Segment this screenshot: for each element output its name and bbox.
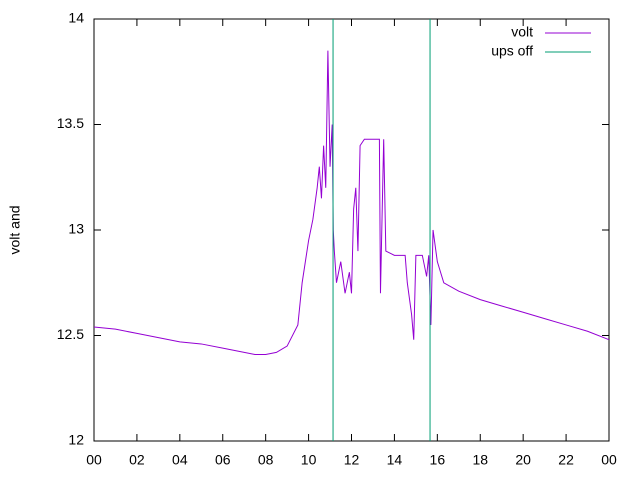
y-tick-label: 12.5 xyxy=(57,326,84,342)
x-tick-label: 14 xyxy=(387,452,403,468)
x-tick-label: 04 xyxy=(172,452,188,468)
x-tick-label: 08 xyxy=(258,452,274,468)
plot-frame xyxy=(93,18,610,442)
x-tick-label: 16 xyxy=(430,452,446,468)
x-tick-label: 20 xyxy=(515,452,531,468)
x-tick-label: 02 xyxy=(129,452,145,468)
x-tick-label: 12 xyxy=(344,452,360,468)
x-tick-label: 18 xyxy=(472,452,488,468)
legend-label: ups off xyxy=(491,43,533,59)
x-tick-label: 10 xyxy=(301,452,317,468)
y-tick-label: 13.5 xyxy=(57,115,84,131)
data-line xyxy=(93,50,610,355)
x-tick-label: 00 xyxy=(86,452,102,468)
x-tick-label: 22 xyxy=(558,452,574,468)
legend-label: volt xyxy=(511,24,533,40)
x-tick-label: 06 xyxy=(215,452,231,468)
x-tick-label: 00 xyxy=(601,452,617,468)
y-tick-label: 12 xyxy=(68,432,84,448)
y-tick-label: 13 xyxy=(68,221,84,237)
y-axis-label: volt and xyxy=(7,205,23,254)
y-tick-label: 14 xyxy=(68,10,84,26)
